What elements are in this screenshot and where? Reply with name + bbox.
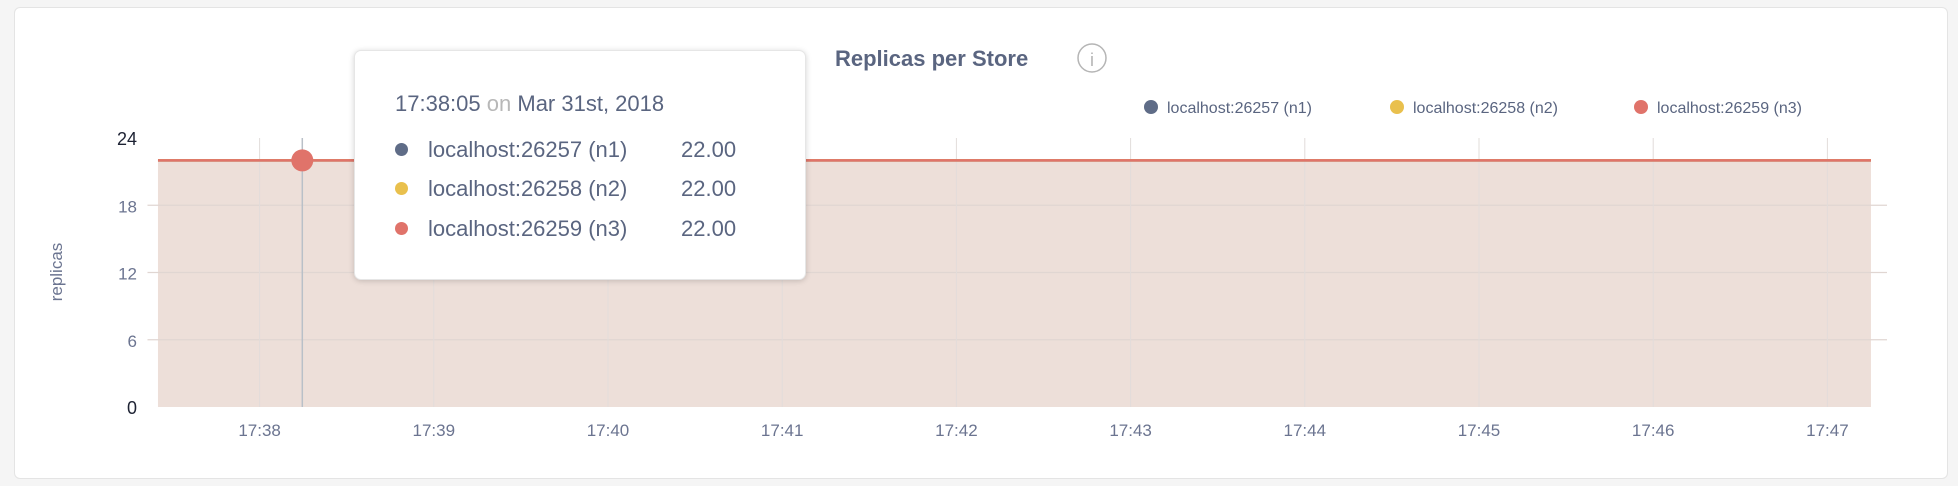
x-tick-label: 17:46	[1632, 421, 1675, 440]
tooltip-row: localhost:26258 (n2) 22.00	[395, 174, 736, 204]
y-tick-label: 24	[117, 129, 137, 149]
tooltip-value: 22.00	[681, 216, 737, 241]
tooltip-value: 22.00	[681, 176, 737, 201]
svg-text:i: i	[1090, 50, 1094, 70]
tooltip-row: localhost:26259 (n3) 22.00	[395, 214, 736, 244]
x-tick-label: 17:42	[935, 421, 978, 440]
x-tick-label: 17:38	[238, 421, 281, 440]
hover-marker	[291, 149, 314, 172]
tooltip-time: 17:38:05	[395, 91, 481, 116]
legend-dot-icon	[1390, 100, 1404, 114]
series-dot-icon	[395, 221, 408, 235]
y-tick-label: 6	[128, 332, 137, 351]
y-tick-label: 18	[118, 197, 137, 216]
tooltip-date: Mar 31st, 2018	[517, 91, 665, 116]
series-dot-icon	[395, 142, 408, 156]
x-tick-label: 17:47	[1806, 421, 1849, 440]
series-dot-icon	[395, 181, 408, 195]
tooltip-row: localhost:26257 (n1) 22.00	[395, 135, 736, 165]
tooltip: 17:38:05 on Mar 31st, 2018 localhost:262…	[354, 50, 806, 280]
tooltip-series-name: localhost:26258 (n2)	[428, 176, 628, 201]
legend-item: localhost:26258 (n2)	[1413, 100, 1558, 117]
y-tick-label: 0	[127, 398, 137, 418]
x-tick-label: 17:41	[761, 421, 804, 440]
legend-item: localhost:26259 (n3)	[1657, 100, 1802, 117]
x-tick-label: 17:40	[587, 421, 630, 440]
tooltip-value: 22.00	[681, 137, 737, 162]
chart-title: Replicas per Store	[835, 46, 1028, 71]
info-icon[interactable]: i	[1077, 43, 1107, 73]
tooltip-on: on	[486, 91, 512, 116]
x-tick-label: 17:43	[1109, 421, 1152, 440]
tooltip-series-name: localhost:26257 (n1)	[428, 137, 628, 162]
tooltip-series-name: localhost:26259 (n3)	[428, 216, 628, 241]
x-tick-label: 17:39	[413, 421, 456, 440]
x-tick-label: 17:45	[1458, 421, 1501, 440]
y-axis-label: replicas	[47, 243, 66, 302]
y-tick-label: 12	[118, 265, 137, 284]
legend-dot-icon	[1144, 100, 1158, 114]
legend-dot-icon	[1634, 100, 1648, 114]
x-tick-label: 17:44	[1284, 421, 1327, 440]
legend-item: localhost:26257 (n1)	[1167, 100, 1312, 117]
tooltip-header: 17:38:05 on Mar 31st, 2018	[395, 91, 664, 117]
